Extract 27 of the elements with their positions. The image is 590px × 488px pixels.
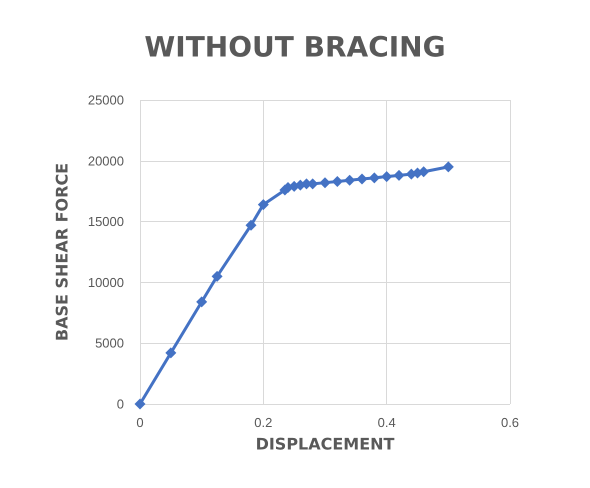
point xyxy=(134,398,146,410)
y-tick-label: 20000 xyxy=(88,153,124,168)
point xyxy=(246,220,256,231)
y-tick-label: 0 xyxy=(116,396,124,412)
point xyxy=(212,270,223,282)
point xyxy=(320,177,330,188)
point xyxy=(394,170,404,181)
point xyxy=(368,172,380,184)
x-tick-label: 0.2 xyxy=(254,415,272,430)
point xyxy=(344,174,356,186)
point xyxy=(196,296,208,308)
point xyxy=(381,171,392,182)
y-tick-label: 5000 xyxy=(95,336,124,351)
y-tick-label: 10000 xyxy=(88,274,124,290)
point xyxy=(356,174,368,185)
y-axis-title: BASE SHEAR FORCE xyxy=(52,162,72,342)
point xyxy=(332,176,343,187)
point xyxy=(165,347,176,358)
x-tick-label: 0 xyxy=(136,415,144,430)
y-tick-label: 25000 xyxy=(88,92,124,108)
y-tick-label: 15000 xyxy=(88,214,124,230)
point xyxy=(258,199,269,210)
x-axis-title: DISPLACEMENT xyxy=(256,434,395,454)
point xyxy=(442,161,454,172)
x-tick-label: 0.6 xyxy=(500,415,520,430)
x-tick-label: 0.4 xyxy=(378,415,396,430)
chart-title: WITHOUT BRACING xyxy=(144,30,446,64)
